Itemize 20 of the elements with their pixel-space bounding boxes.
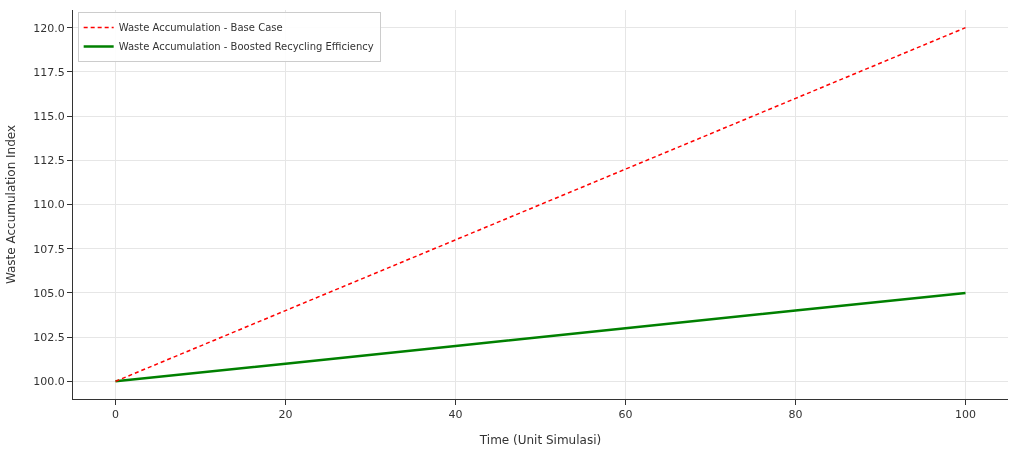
y-tick-label: 102.5 [33, 330, 65, 344]
x-tick-label: 0 [112, 408, 119, 422]
y-tick-label: 110.0 [33, 198, 65, 212]
legend-label: Waste Accumulation - Boosted Recycling Efficiency [118, 41, 374, 53]
y-tick-label: 120.0 [33, 21, 65, 35]
x-tick-label: 40 [448, 408, 463, 422]
x-tick-label: 20 [278, 408, 293, 422]
y-tick-label: 100.0 [33, 375, 65, 389]
x-tick-label: 80 [788, 408, 803, 422]
y-tick-label: 112.5 [33, 154, 65, 168]
line-series [114, 291, 967, 383]
y-tick-label: 117.5 [33, 65, 65, 79]
legend-label: Waste Accumulation - Base Case [118, 22, 283, 34]
y-tick-label: 107.5 [33, 242, 65, 256]
x-tick-label: 100 [955, 408, 976, 422]
y-axis-title: Waste Accumulation Index [3, 124, 18, 285]
x-tick-label: 60 [618, 408, 633, 422]
y-tick-label: 105.0 [33, 286, 65, 300]
y-tick-label: 115.0 [33, 109, 65, 123]
x-axis-title: Time (Unit Simulasi) [478, 433, 602, 448]
